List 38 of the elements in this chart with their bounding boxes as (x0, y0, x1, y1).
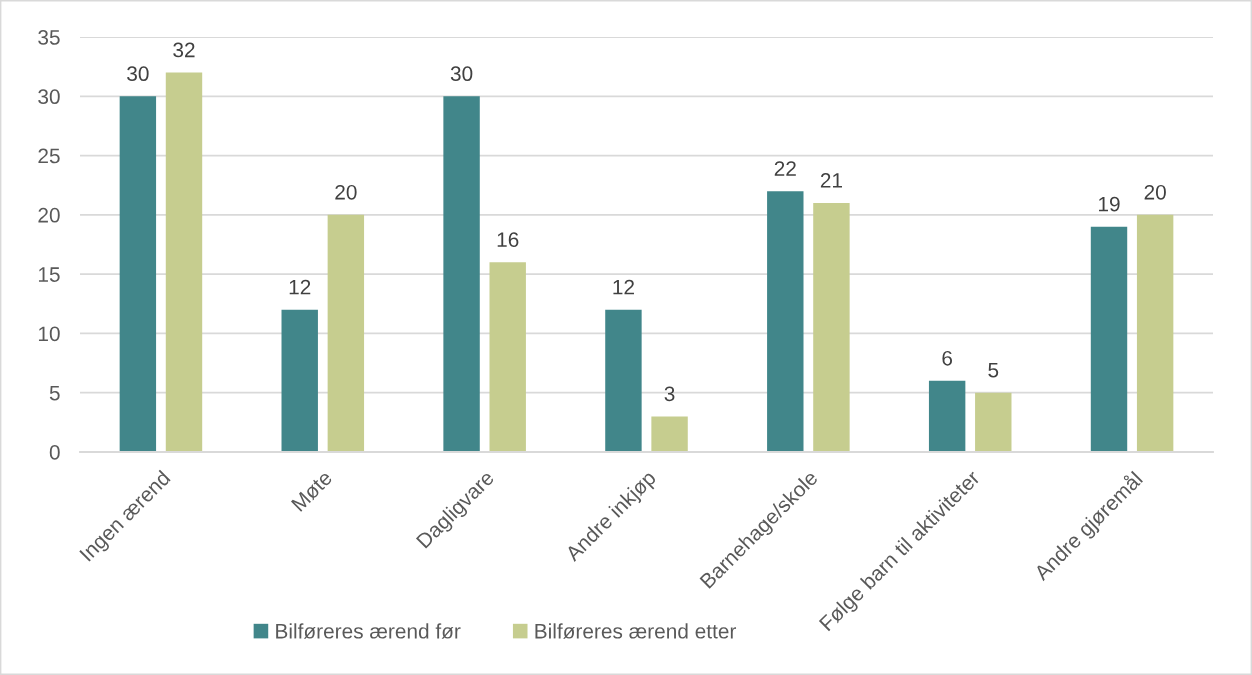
data-label: 12 (289, 279, 311, 295)
bar (975, 392, 1012, 452)
bar (1136, 214, 1174, 452)
data-label: 5 (988, 362, 999, 378)
y-tick-label: 20 (38, 207, 60, 223)
data-label: 16 (497, 232, 519, 248)
y-tick-label: 5 (49, 385, 60, 401)
data-label: 20 (1144, 184, 1166, 200)
bar (813, 203, 850, 452)
bar (327, 214, 365, 452)
data-label: 22 (774, 161, 796, 176)
y-tick-label: 25 (38, 148, 60, 164)
bar (928, 380, 966, 452)
bar (443, 96, 480, 452)
data-label: 21 (820, 173, 842, 188)
y-tick-label: 0 (49, 445, 60, 460)
data-label: 20 (335, 184, 357, 200)
data-label: 30 (450, 66, 473, 82)
y-tick-label: 35 (38, 30, 60, 45)
bar (651, 416, 688, 452)
data-label: 3 (664, 386, 675, 402)
data-label: 32 (173, 42, 195, 58)
y-tick-label: 30 (38, 89, 60, 105)
bar (767, 191, 804, 452)
legend-label: Bilføreres ærend etter (535, 623, 737, 639)
data-label: 19 (1099, 196, 1120, 212)
bar (605, 309, 642, 452)
bar (281, 309, 318, 452)
bar (165, 72, 203, 452)
bar (489, 262, 526, 452)
y-tick-label: 10 (38, 326, 60, 342)
data-label: 30 (127, 66, 149, 82)
bar (1090, 226, 1128, 452)
legend-label: Bilføreres ærend før (276, 623, 461, 639)
y-tick-label: 15 (38, 267, 60, 282)
data-label: 6 (942, 350, 953, 366)
data-label: 12 (613, 279, 634, 295)
bar (119, 96, 157, 452)
